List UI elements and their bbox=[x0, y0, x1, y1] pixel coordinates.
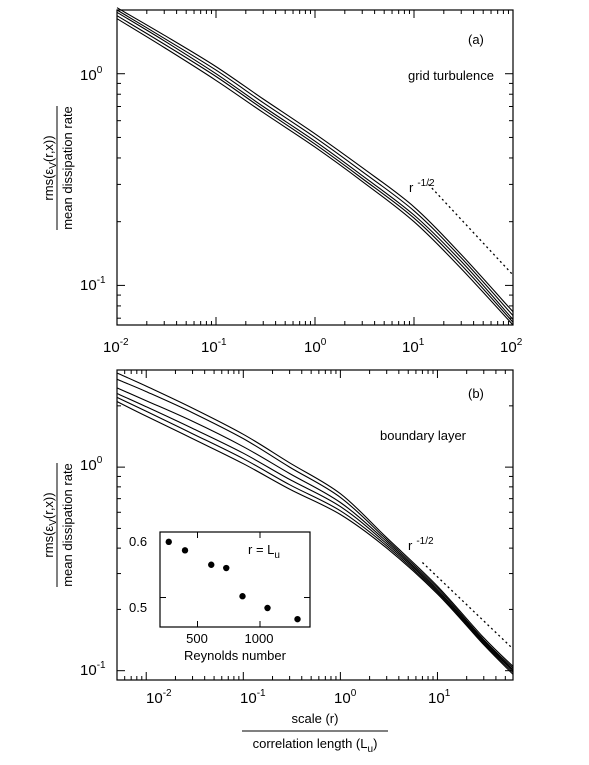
panel-a-x-tick-label: 10-2 bbox=[103, 337, 129, 356]
panel-a-frame bbox=[116, 9, 514, 326]
inset-x-axis-label: Reynolds number bbox=[184, 648, 287, 663]
x-axis-label: scale (r) correlation length (Lu) bbox=[242, 711, 388, 755]
series-line bbox=[116, 9, 514, 316]
inset-y-tick-label: 0.5 bbox=[129, 600, 147, 615]
panel-b-y-tick-label: 10-1 bbox=[80, 660, 106, 679]
panel-b-y-tick-label: 100 bbox=[80, 455, 103, 474]
panel-a-y-axis-label: rms(εV(r,x)) mean dissipation rate bbox=[41, 106, 75, 230]
panel-b-y-axis-label: rms(εV(r,x)) mean dissipation rate bbox=[41, 463, 75, 587]
panel-b-slope-line bbox=[421, 562, 514, 650]
panel-a-annotation: grid turbulence bbox=[408, 68, 494, 83]
panel-b-x-tick-labels: 10-2 10-1 100 101 bbox=[146, 688, 451, 707]
panel-b-ticks bbox=[116, 369, 514, 681]
inset-data-point bbox=[208, 561, 215, 568]
series-line bbox=[116, 15, 514, 323]
series-line bbox=[116, 18, 514, 326]
panel-a-label: (a) bbox=[468, 32, 484, 47]
inset-x-tick-label: 1000 bbox=[245, 631, 274, 646]
panel-a-slope-label: r -1/2 bbox=[409, 178, 435, 195]
x-axis-label-numerator: scale (r) bbox=[292, 711, 339, 726]
panel-b-label: (b) bbox=[468, 386, 484, 401]
panel-b-x-tick-label: 10-2 bbox=[146, 688, 172, 707]
panel-a-ticks bbox=[116, 9, 514, 325]
series-line bbox=[116, 11, 514, 320]
panel-b-slope-label: r -1/2 bbox=[408, 536, 434, 553]
panel-b-series bbox=[116, 372, 514, 675]
inset-data-point bbox=[239, 593, 246, 600]
panel-a-y-tick-labels: 100 10-1 bbox=[80, 65, 106, 294]
series-line bbox=[116, 378, 514, 669]
panel-a-x-tick-labels: 10-2 10-1 100 101 102 bbox=[103, 337, 523, 356]
series-line bbox=[116, 372, 514, 667]
panel-b-y-tick-labels: 100 10-1 bbox=[80, 455, 106, 679]
y-axis-label-denominator: mean dissipation rate bbox=[60, 106, 75, 230]
panel-a-x-tick-label: 10-1 bbox=[201, 337, 227, 356]
y-axis-label-denominator: mean dissipation rate bbox=[60, 463, 75, 587]
panel-b: (b) boundary layer r -1/2 10-2 10-1 100 1… bbox=[41, 369, 514, 755]
inset-data-point bbox=[181, 547, 189, 554]
panel-a-x-tick-label: 102 bbox=[500, 337, 523, 356]
series-line bbox=[116, 401, 514, 675]
series-line bbox=[116, 7, 514, 313]
y-axis-label-numerator: rms(εV(r,x)) bbox=[41, 492, 59, 557]
panel-b-x-tick-label: 10-1 bbox=[240, 688, 266, 707]
panel-a: (a) grid turbulence r -1/2 10-2 10-1 100 … bbox=[41, 7, 523, 356]
panel-a-x-tick-label: 101 bbox=[402, 337, 425, 356]
series-line bbox=[116, 392, 514, 672]
panel-b-x-tick-label: 100 bbox=[334, 688, 357, 707]
panel-b-frame bbox=[116, 369, 514, 681]
inset-frame bbox=[159, 531, 311, 628]
series-line bbox=[116, 387, 514, 671]
panel-b-x-tick-label: 101 bbox=[428, 688, 451, 707]
y-axis-label-numerator: rms(εV(r,x)) bbox=[41, 135, 59, 200]
inset-annotation: r = Lu bbox=[248, 542, 280, 561]
inset-data-point bbox=[223, 564, 230, 572]
inset-data-point bbox=[264, 604, 271, 612]
inset-ticks bbox=[160, 531, 310, 627]
panel-a-x-tick-label: 100 bbox=[304, 337, 327, 356]
inset-data-point bbox=[165, 538, 172, 546]
inset-chart: r = Lu 0.6 0.5 500 1000 Reynolds number bbox=[129, 531, 311, 663]
panel-a-series bbox=[116, 7, 514, 326]
inset-data-point bbox=[294, 615, 301, 623]
panel-a-slope-line bbox=[427, 183, 514, 276]
inset-points bbox=[165, 538, 301, 623]
panel-a-y-tick-label: 10-1 bbox=[80, 275, 106, 294]
panel-b-annotation: boundary layer bbox=[380, 428, 467, 443]
inset-y-tick-label: 0.6 bbox=[129, 534, 147, 549]
panel-a-y-tick-label: 100 bbox=[80, 65, 103, 84]
series-line bbox=[116, 396, 514, 673]
x-axis-label-denominator: correlation length (Lu) bbox=[253, 736, 378, 755]
inset-x-tick-label: 500 bbox=[186, 631, 208, 646]
